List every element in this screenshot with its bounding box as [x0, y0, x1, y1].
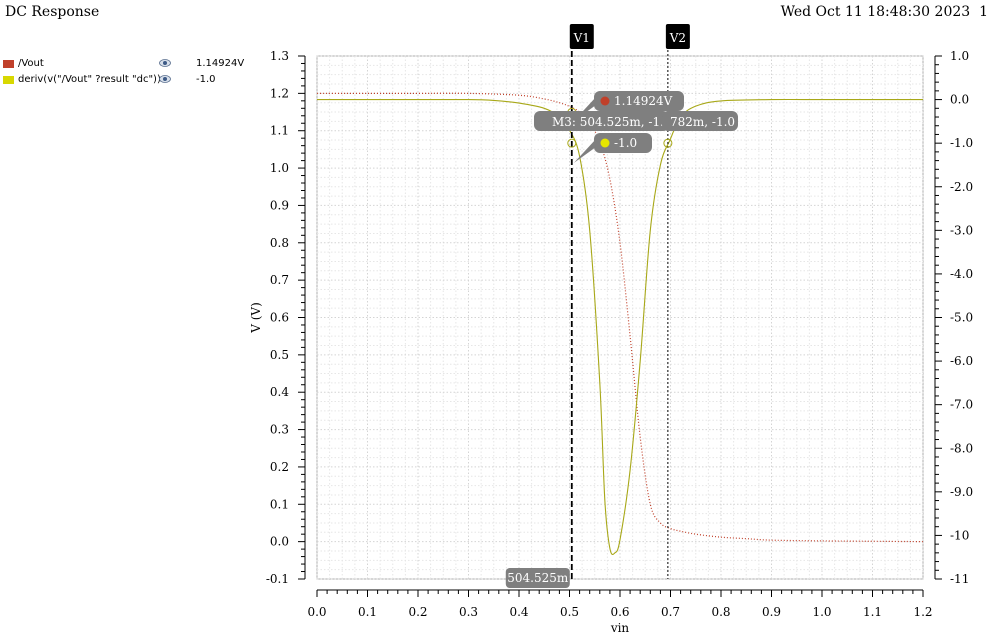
y-tick-label: 0.7	[270, 273, 289, 287]
datetime-text: Wed Oct 11 18:48:30 2023	[780, 4, 971, 20]
x-tick-label: 1.2	[913, 605, 932, 619]
y2-tick-label: -5.0	[950, 311, 973, 325]
legend-swatch-deriv	[3, 76, 14, 84]
x-tick-label: 0.5	[560, 605, 579, 619]
cursor-label-v2: V2	[669, 31, 686, 45]
y-tick-label: 0.6	[270, 311, 289, 325]
x-tick-label: 0.7	[661, 605, 680, 619]
eye-icon[interactable]	[159, 74, 171, 84]
x-tick-label: 0.9	[762, 605, 781, 619]
cursor-flag-v2	[665, 24, 690, 49]
marker-ring	[567, 138, 577, 148]
marker-ring	[663, 138, 673, 148]
legend-name-vout: /Vout	[18, 58, 44, 69]
annotation-box-m3	[534, 111, 669, 131]
cursor-flag-v1	[569, 24, 594, 49]
y-tick-label: 0.8	[270, 236, 289, 250]
annotation-box-v2	[662, 111, 738, 131]
x-tick-label: 0.1	[358, 605, 377, 619]
y2-tick-label: -7.0	[950, 398, 973, 412]
x-tick-label: 1.0	[812, 605, 831, 619]
series-line-deriv	[316, 98, 923, 556]
x-axis-label: vin	[610, 621, 630, 635]
eye-icon[interactable]	[159, 58, 171, 68]
marker-tag-vout-text: 1.14924V	[614, 94, 673, 108]
chart-window-title: DC Response	[5, 4, 100, 20]
y-tick-label: 0.9	[270, 198, 289, 212]
x-tick-label: 0.0	[307, 605, 326, 619]
page-number: 1	[979, 4, 988, 20]
y-tick-label: 0.0	[270, 535, 289, 549]
x-tick-label: 0.6	[610, 605, 629, 619]
legend-row-deriv[interactable]: deriv(v("/Vout" ?result "dc")) -1.0	[3, 74, 253, 90]
legend-swatch-vout	[3, 60, 14, 68]
y2-tick-label: -11	[950, 572, 969, 586]
x-tick-label: 1.1	[863, 605, 882, 619]
y-tick-label: 0.5	[270, 348, 289, 362]
y-tick-label: 1.0	[270, 161, 289, 175]
y-tick-label: 1.1	[270, 124, 289, 138]
legend-row-vout[interactable]: /Vout 1.14924V	[3, 58, 253, 74]
legend-name-deriv: deriv(v("/Vout" ?result "dc"))	[18, 74, 161, 85]
grid	[316, 55, 924, 580]
x-tick-label: 0.4	[509, 605, 528, 619]
marker-tag-deriv-text: -1.0	[614, 136, 637, 150]
marker-tag-vout-box	[594, 91, 684, 111]
datetime-page: Wed Oct 11 18:48:30 2023 1	[781, 4, 988, 20]
y2-tick-label: -9.0	[950, 485, 973, 499]
marker-tag-deriv-box	[594, 133, 652, 153]
y2-tick-label: -4.0	[950, 267, 973, 281]
y-tick-label: 0.1	[270, 497, 289, 511]
cursor-readout-text: 504.525m	[507, 571, 569, 585]
y-tick-label: 1.2	[270, 86, 289, 100]
legend-value-deriv: -1.0	[196, 74, 216, 85]
x-tick-label: 0.3	[459, 605, 478, 619]
y-axis-label: V (V)	[249, 302, 263, 334]
y-tick-label: -0.1	[266, 572, 289, 586]
marker-tag-vout-pointer	[573, 97, 596, 121]
y2-tick-label: -8.0	[950, 441, 973, 455]
y2-tick-label: -2.0	[950, 180, 973, 194]
annotation-text-v2: 782m, -1.0	[670, 115, 735, 129]
marker-tag-vout-dot	[600, 96, 610, 106]
y-tick-label: 0.4	[270, 385, 289, 399]
marker-tag-deriv-dot	[600, 138, 610, 148]
cursor-label-v1: V1	[573, 31, 590, 45]
x-tick-label: 0.2	[408, 605, 427, 619]
legend: /Vout 1.14924V deriv(v("/Vout" ?result "…	[3, 58, 253, 90]
y-tick-label: 0.3	[270, 423, 289, 437]
annotation-text-m3: M3: 504.525m, -1.0	[552, 115, 672, 129]
y2-tick-label: -1.0	[950, 136, 973, 150]
y2-tick-label: -3.0	[950, 223, 973, 237]
y-tick-label: 1.3	[270, 49, 289, 63]
y2-tick-label: -10	[950, 528, 969, 542]
y2-tick-label: -6.0	[950, 354, 973, 368]
legend-value-vout: 1.14924V	[196, 58, 245, 69]
y2-tick-label: 1.0	[950, 49, 969, 63]
cursor-readout-box	[505, 568, 570, 588]
marker-tag-deriv-pointer	[573, 139, 596, 163]
x-tick-label: 0.8	[711, 605, 730, 619]
y2-tick-label: 0.0	[950, 93, 969, 107]
y-tick-label: 0.2	[270, 460, 289, 474]
